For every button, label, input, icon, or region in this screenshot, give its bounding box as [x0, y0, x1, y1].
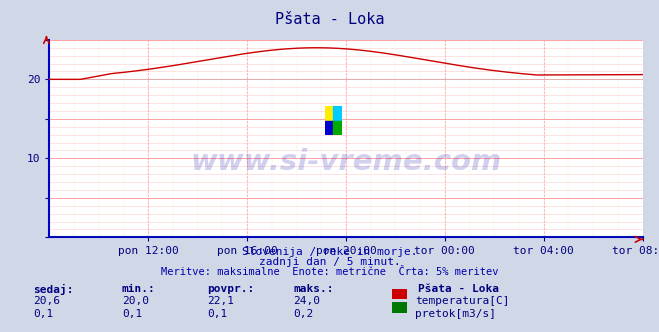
- Text: sedaj:: sedaj:: [33, 284, 73, 295]
- Bar: [333, 121, 342, 135]
- Text: 20,6: 20,6: [33, 296, 60, 306]
- Bar: [333, 107, 342, 121]
- Text: zadnji dan / 5 minut.: zadnji dan / 5 minut.: [258, 257, 401, 267]
- Text: min.:: min.:: [122, 284, 156, 294]
- Text: pretok[m3/s]: pretok[m3/s]: [415, 309, 496, 319]
- Text: maks.:: maks.:: [293, 284, 333, 294]
- Text: 20,0: 20,0: [122, 296, 149, 306]
- Text: 0,1: 0,1: [208, 309, 228, 319]
- Text: www.si-vreme.com: www.si-vreme.com: [190, 148, 501, 176]
- Bar: [326, 121, 333, 135]
- Text: Meritve: maksimalne  Enote: metrične  Črta: 5% meritev: Meritve: maksimalne Enote: metrične Črta…: [161, 267, 498, 277]
- Text: temperatura[C]: temperatura[C]: [415, 296, 509, 306]
- Text: 22,1: 22,1: [208, 296, 235, 306]
- Text: povpr.:: povpr.:: [208, 284, 255, 294]
- Text: 0,2: 0,2: [293, 309, 314, 319]
- Bar: [326, 107, 333, 121]
- Text: Pšata - Loka: Pšata - Loka: [275, 12, 384, 27]
- Text: Slovenija / reke in morje.: Slovenija / reke in morje.: [242, 247, 417, 257]
- Text: 0,1: 0,1: [122, 309, 142, 319]
- Text: 24,0: 24,0: [293, 296, 320, 306]
- Text: 0,1: 0,1: [33, 309, 53, 319]
- Text: Pšata - Loka: Pšata - Loka: [418, 284, 500, 294]
